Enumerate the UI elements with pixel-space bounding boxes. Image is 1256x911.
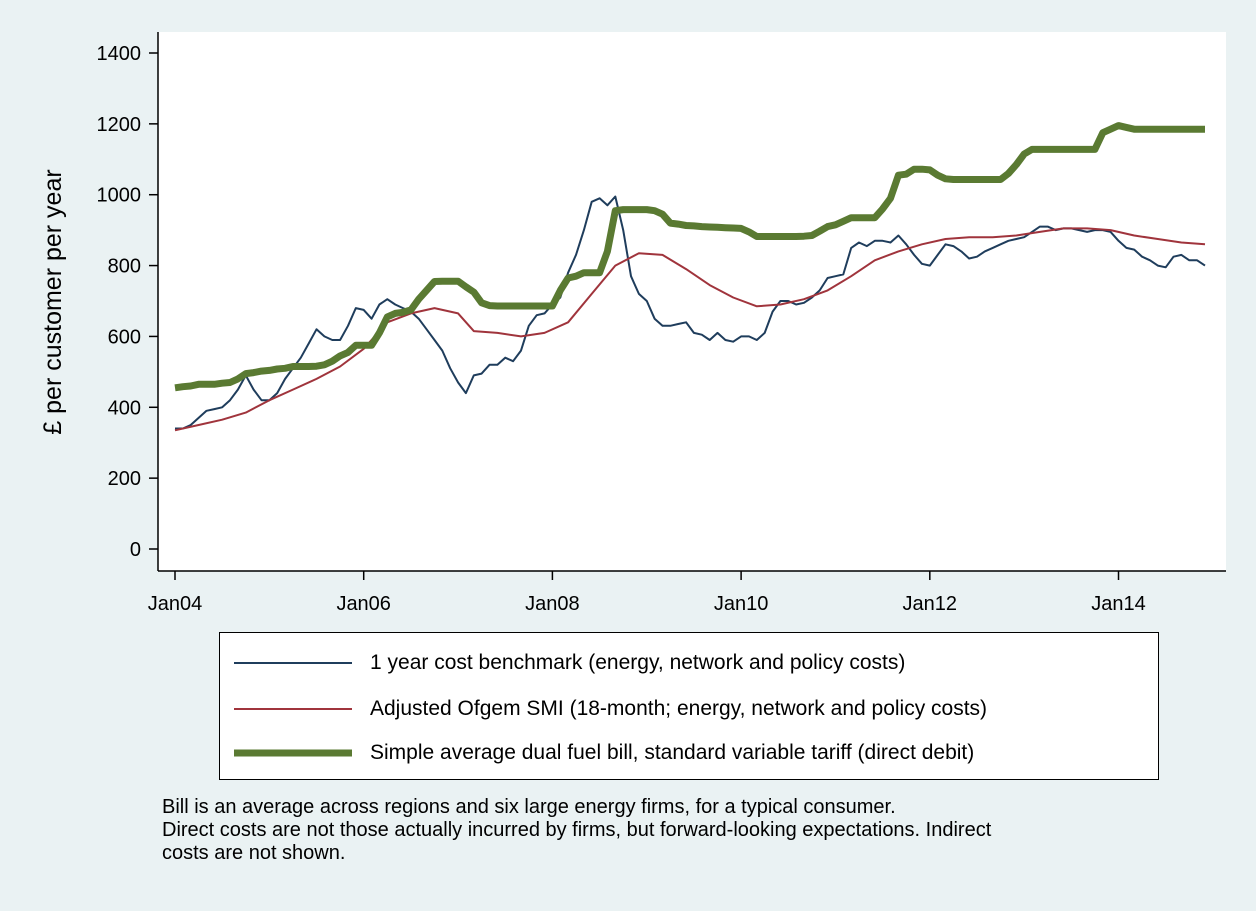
legend-label-benchmark: 1 year cost benchmark (energy, network a… xyxy=(370,651,906,674)
y-tick-label: 0 xyxy=(130,539,141,561)
legend-item-dual-fuel-bill: Simple average dual fuel bill, standard … xyxy=(234,738,974,768)
y-tick-label: 200 xyxy=(108,468,141,490)
chart-notes: Bill is an average across regions and si… xyxy=(162,796,1242,865)
y-tick-label: 800 xyxy=(108,256,141,278)
series-line-ofgem-smi xyxy=(174,227,1206,432)
legend-label-ofgem-smi: Adjusted Ofgem SMI (18-month; energy, ne… xyxy=(370,697,988,720)
plot-area xyxy=(158,32,1226,571)
x-tick-label: Jan04 xyxy=(148,593,203,615)
x-tick-label: Jan08 xyxy=(525,593,580,615)
chart-legend: 1 year cost benchmark (energy, network a… xyxy=(219,632,1159,780)
y-tick-label: 1000 xyxy=(97,185,142,207)
note-line-1: Bill is an average across regions and si… xyxy=(162,796,896,818)
series-line-benchmark xyxy=(175,195,1206,430)
y-tick-label: 400 xyxy=(108,397,141,419)
y-tick-label: 1400 xyxy=(97,43,142,65)
note-line-2: Direct costs are not those actually incu… xyxy=(162,819,992,841)
x-tick-label: Jan10 xyxy=(714,593,769,615)
series-line-dual-fuel-bill xyxy=(174,122,1205,392)
y-tick-label: 1200 xyxy=(97,114,142,136)
line-chart: 0 200 400 600 800 1000 1200 1400 Jan04 Jan06 Jan0… xyxy=(39,32,1226,615)
legend-swatch-benchmark xyxy=(234,662,352,664)
y-axis-title: £ per customer per year xyxy=(39,169,67,434)
x-tick-label: Jan14 xyxy=(1091,593,1146,615)
x-tick-label: Jan12 xyxy=(903,593,958,615)
legend-swatch-ofgem-smi xyxy=(234,708,352,710)
note-line-3: costs are not shown. xyxy=(162,842,346,864)
legend-item-ofgem-smi: Adjusted Ofgem SMI (18-month; energy, ne… xyxy=(234,694,987,724)
legend-swatch-dual-fuel-bill xyxy=(234,749,352,757)
y-tick-label: 600 xyxy=(108,326,141,348)
legend-item-benchmark: 1 year cost benchmark (energy, network a… xyxy=(234,648,905,678)
legend-label-dual-fuel-bill: Simple average dual fuel bill, standard … xyxy=(370,741,975,764)
x-tick-label: Jan06 xyxy=(336,593,391,615)
